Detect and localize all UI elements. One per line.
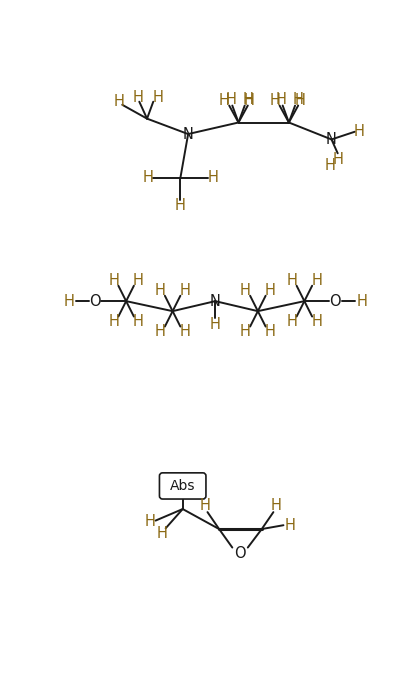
Text: H: H <box>270 93 281 108</box>
Text: O: O <box>89 293 101 309</box>
Text: H: H <box>108 314 119 330</box>
Text: H: H <box>240 324 251 340</box>
FancyBboxPatch shape <box>160 473 206 499</box>
Text: N: N <box>210 293 220 309</box>
Text: N: N <box>183 127 194 141</box>
Text: H: H <box>180 324 190 340</box>
Text: H: H <box>133 314 144 330</box>
Text: H: H <box>175 198 186 214</box>
Text: H: H <box>284 518 295 533</box>
Text: H: H <box>242 92 253 107</box>
Text: H: H <box>200 498 210 514</box>
Text: Abs: Abs <box>170 479 195 493</box>
Text: H: H <box>142 170 153 186</box>
Text: H: H <box>219 93 230 108</box>
Text: H: H <box>155 283 165 298</box>
Text: H: H <box>332 152 343 167</box>
Text: H: H <box>240 283 251 298</box>
Text: O: O <box>330 293 341 309</box>
Text: H: H <box>114 94 125 109</box>
Text: H: H <box>265 324 276 340</box>
Text: H: H <box>354 124 365 139</box>
Text: H: H <box>180 283 190 298</box>
Text: H: H <box>311 273 322 288</box>
Text: H: H <box>265 283 276 298</box>
Text: H: H <box>145 514 155 529</box>
Text: H: H <box>311 314 322 330</box>
Text: H: H <box>270 498 281 514</box>
Text: H: H <box>108 273 119 288</box>
Text: H: H <box>157 526 168 541</box>
Text: H: H <box>63 293 74 309</box>
Text: H: H <box>152 90 163 104</box>
Text: H: H <box>276 92 286 107</box>
Text: H: H <box>294 93 305 108</box>
Text: H: H <box>133 273 144 288</box>
Text: H: H <box>155 324 165 340</box>
Text: H: H <box>225 92 236 107</box>
Text: O: O <box>234 546 246 561</box>
Text: H: H <box>293 92 304 107</box>
Text: H: H <box>286 314 297 330</box>
Text: N: N <box>326 132 337 147</box>
Text: H: H <box>356 293 367 309</box>
Text: H: H <box>325 158 336 173</box>
Text: H: H <box>207 170 218 186</box>
Text: H: H <box>244 93 255 108</box>
Text: H: H <box>286 273 297 288</box>
Text: H: H <box>210 316 220 332</box>
Text: H: H <box>132 90 143 104</box>
